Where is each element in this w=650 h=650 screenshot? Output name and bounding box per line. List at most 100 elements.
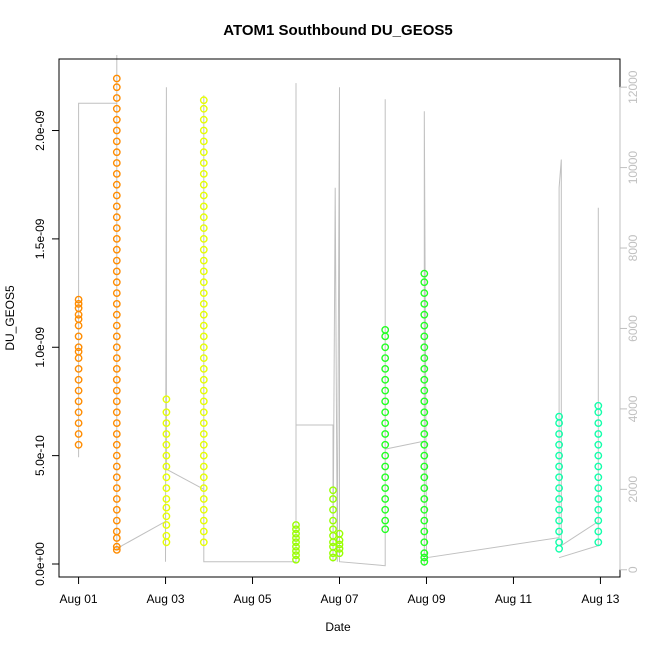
- data-point: [112, 343, 121, 352]
- data-point: [335, 540, 344, 549]
- data-point: [292, 534, 300, 542]
- data-point: [112, 397, 121, 406]
- data-point: [199, 527, 208, 536]
- y-tick-label: 2.0e-09: [33, 110, 47, 151]
- data-point: [74, 386, 83, 395]
- x-axis: Aug 01 Aug 03 Aug 05 Aug 07 Aug 09 Aug 11 Aug …: [60, 576, 620, 606]
- data-point: [420, 332, 429, 341]
- right-y-tick-label: 2000: [626, 476, 640, 503]
- data-point: [112, 256, 121, 265]
- right-y-tick-label: 0: [626, 566, 640, 573]
- data-point: [329, 516, 337, 525]
- data-point: [381, 451, 390, 460]
- data-point: [112, 542, 121, 551]
- data-point: [112, 137, 121, 146]
- x-tick-label: Aug 05: [233, 592, 271, 606]
- data-point: [162, 495, 171, 503]
- data-point: [74, 419, 83, 427]
- data-point: [381, 440, 390, 449]
- data-point: [381, 525, 390, 534]
- data-point: [292, 521, 300, 529]
- data-point: [112, 83, 121, 92]
- data-point: [74, 408, 83, 417]
- data-point: [199, 397, 208, 406]
- data-point: [112, 310, 121, 319]
- data-point: [381, 408, 390, 417]
- data-point: [420, 269, 429, 278]
- data-point: [199, 375, 208, 384]
- data-point: [381, 430, 390, 438]
- data-point: [199, 224, 208, 233]
- data-point: [199, 256, 208, 265]
- data-point: [381, 419, 390, 427]
- data-point: [292, 538, 300, 547]
- data-point: [112, 408, 121, 417]
- data-point: [381, 397, 390, 406]
- data-point: [112, 440, 121, 449]
- data-point: [420, 299, 429, 308]
- data-point: [162, 484, 171, 492]
- data-point: [112, 364, 121, 373]
- data-point: [420, 516, 429, 525]
- x-axis-label: Date: [325, 620, 351, 634]
- data-point: [162, 531, 171, 540]
- data-point: [555, 451, 563, 460]
- data-point: [199, 202, 208, 211]
- data-point: [199, 245, 208, 254]
- data-point: [199, 430, 208, 438]
- data-point: [199, 191, 208, 200]
- data-point: [420, 538, 429, 547]
- data-point: [199, 408, 208, 417]
- data-point: [162, 462, 171, 471]
- data-point: [162, 395, 171, 404]
- data-point: [594, 495, 603, 503]
- data-point: [74, 315, 83, 323]
- data-point: [199, 278, 208, 287]
- data-point: [199, 484, 208, 492]
- data-point: [74, 343, 83, 352]
- data-point: [594, 451, 603, 460]
- data-point: [199, 169, 208, 178]
- data-point: [199, 343, 208, 352]
- data-point: [555, 527, 563, 536]
- data-point: [329, 553, 337, 562]
- data-point: [112, 505, 121, 514]
- data-point: [162, 440, 171, 449]
- data-point: [112, 321, 121, 330]
- x-tick-label: Aug 03: [147, 592, 185, 606]
- data-point: [335, 544, 344, 553]
- data-point: [420, 343, 429, 352]
- data-point: [555, 473, 563, 482]
- data-point: [199, 354, 208, 362]
- data-point: [199, 180, 208, 189]
- data-point: [112, 484, 121, 492]
- data-point: [199, 213, 208, 222]
- x-tick-label: Aug 01: [60, 592, 98, 606]
- data-point: [199, 440, 208, 449]
- data-point: [199, 538, 208, 547]
- data-point: [594, 440, 603, 449]
- data-point: [420, 473, 429, 482]
- right-y-axis: 0 2000 4000 6000 8000 10000 12000: [619, 70, 640, 573]
- data-point: [292, 529, 300, 538]
- data-point: [112, 115, 121, 124]
- data-point: [555, 505, 563, 514]
- data-point: [199, 462, 208, 471]
- y-tick-label: 5.0e-10: [33, 435, 47, 476]
- data-point: [292, 542, 300, 551]
- data-point: [112, 299, 121, 308]
- data-point: [594, 401, 603, 410]
- data-point: [555, 538, 563, 547]
- data-point: [381, 375, 390, 384]
- data-point: [112, 546, 121, 554]
- data-point: [329, 495, 337, 503]
- data-point: [112, 473, 121, 482]
- data-point: [112, 278, 121, 287]
- right-y-tick-label: 8000: [626, 234, 640, 261]
- data-point: [112, 375, 121, 384]
- data-point: [420, 430, 429, 438]
- data-point: [420, 419, 429, 427]
- data-point: [112, 516, 121, 525]
